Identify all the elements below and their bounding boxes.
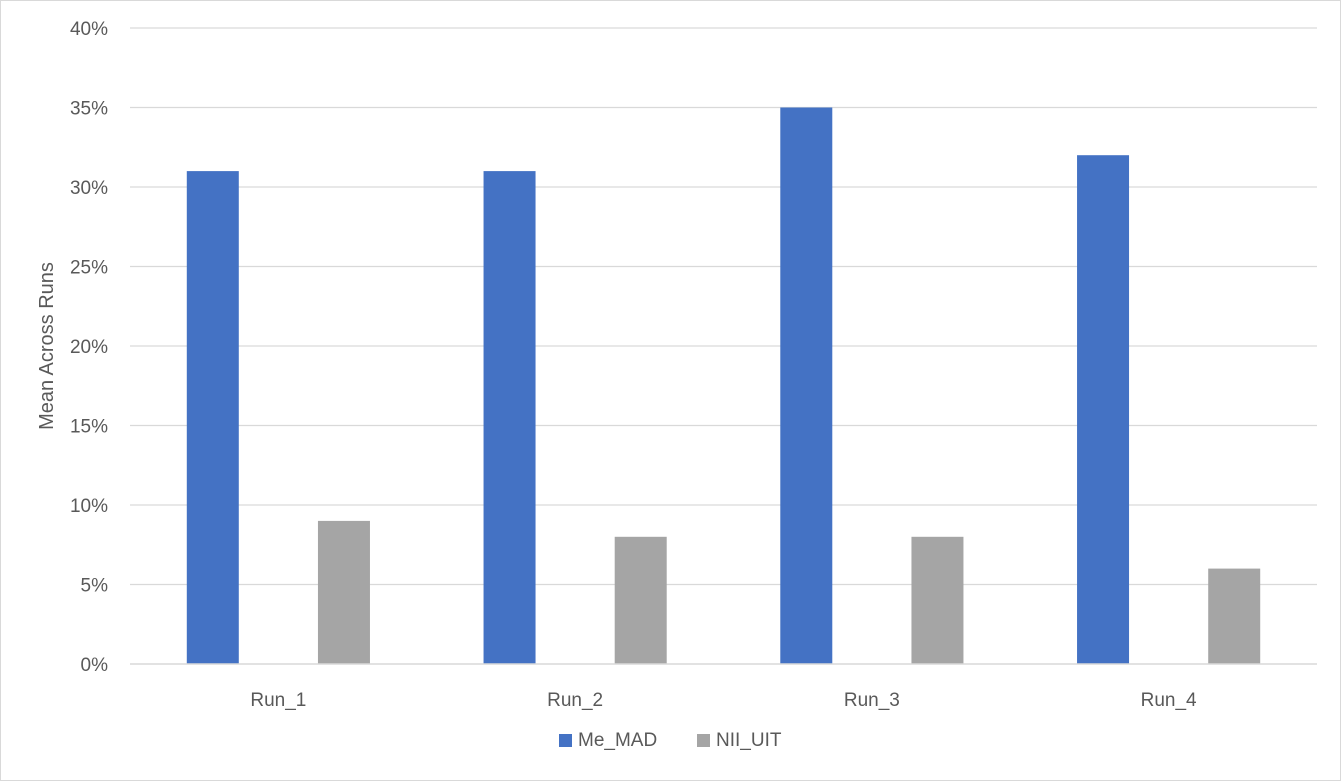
bar-me-mad-run-1 [186, 171, 239, 664]
bars [186, 107, 1261, 664]
x-tick-label: Run_4 [1141, 690, 1197, 711]
y-tick-label: 35% [70, 99, 108, 120]
bar-nii-uit-run-4 [1208, 568, 1261, 664]
bar-nii-uit-run-2 [614, 536, 667, 664]
y-axis-ticks: 0% 5% 10% 15% 20% 25% 30% 35% 40% [70, 19, 108, 676]
legend-swatch-nii-uit [697, 734, 710, 747]
bar-nii-uit-run-3 [911, 536, 964, 664]
y-tick-label: 25% [70, 258, 108, 279]
x-tick-label: Run_1 [250, 690, 306, 711]
legend: Me_MAD NII_UIT [559, 730, 782, 751]
y-tick-label: 40% [70, 19, 108, 40]
bar-me-mad-run-3 [780, 107, 833, 664]
y-tick-label: 30% [70, 178, 108, 199]
legend-swatch-me-mad [559, 734, 572, 747]
bar-me-mad-run-4 [1077, 155, 1130, 664]
x-axis-ticks: Run_1 Run_2 Run_3 Run_4 [250, 690, 1197, 711]
y-tick-label: 15% [70, 417, 108, 438]
bar-me-mad-run-2 [483, 171, 536, 664]
y-tick-label: 20% [70, 337, 108, 358]
legend-label: NII_UIT [716, 730, 782, 751]
x-tick-label: Run_2 [547, 690, 603, 711]
gridlines [130, 27, 1317, 586]
y-tick-label: 5% [81, 576, 109, 597]
y-tick-label: 0% [81, 655, 109, 676]
x-tick-label: Run_3 [844, 690, 900, 711]
y-tick-label: 10% [70, 496, 108, 517]
y-axis-title: Mean Across Runs [36, 262, 58, 430]
legend-label: Me_MAD [578, 730, 657, 751]
bar-nii-uit-run-1 [317, 520, 370, 664]
